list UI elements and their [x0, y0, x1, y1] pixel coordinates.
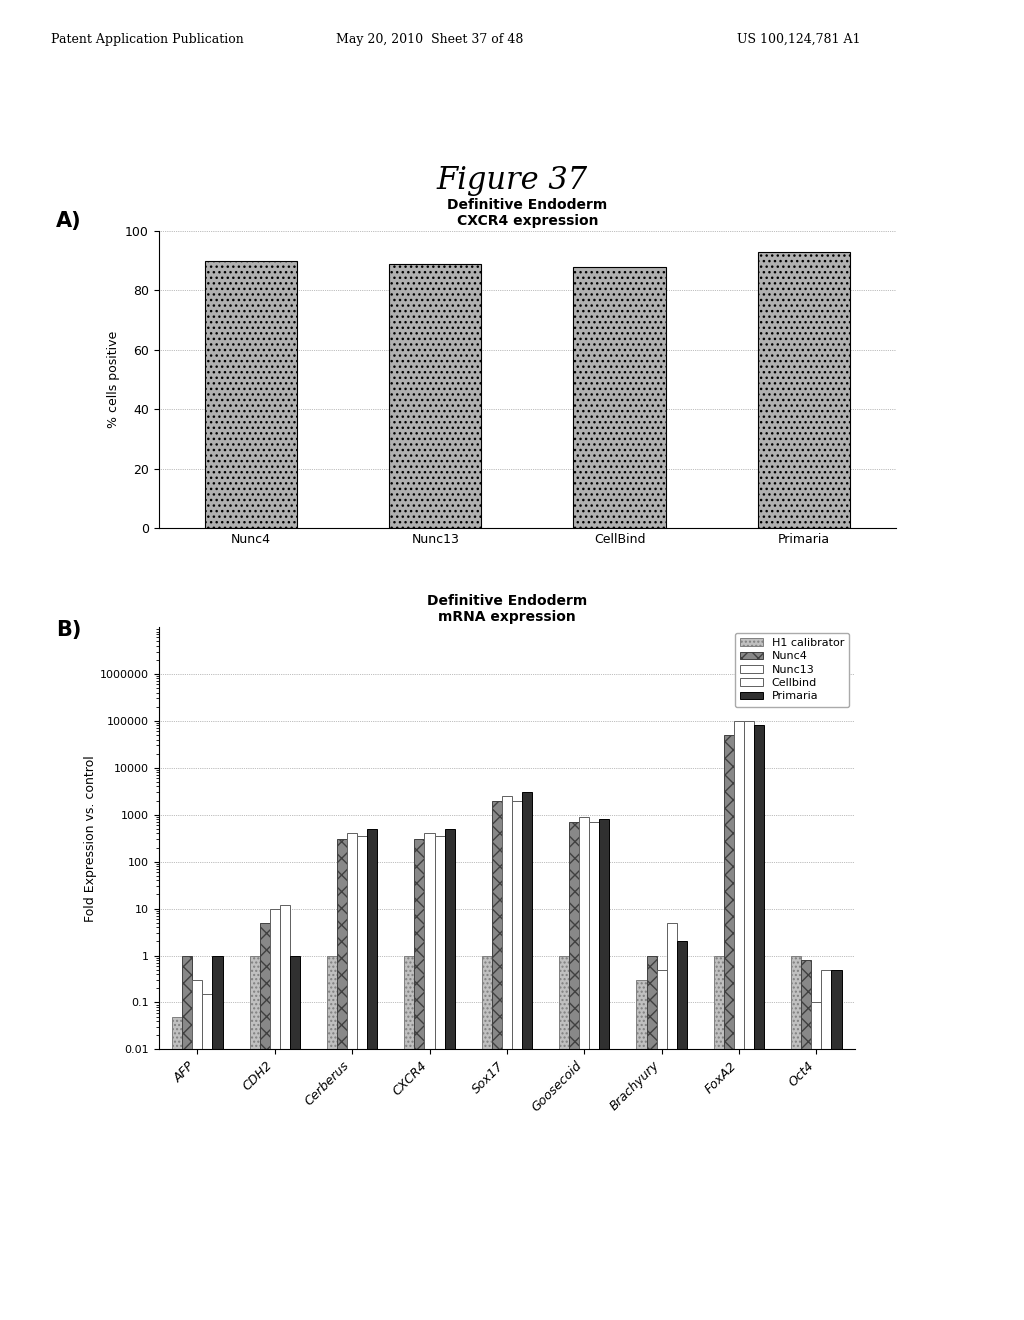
Bar [677, 941, 687, 1320]
Bar [280, 906, 290, 1320]
Bar [269, 908, 280, 1320]
Bar [754, 726, 764, 1320]
Bar [667, 923, 677, 1320]
Bar [821, 970, 831, 1320]
Bar [290, 956, 300, 1320]
Bar [512, 801, 522, 1320]
Bar [205, 261, 297, 528]
Title: Definitive Endoderm
mRNA expression: Definitive Endoderm mRNA expression [427, 594, 587, 624]
Bar [415, 840, 425, 1320]
Bar [801, 960, 811, 1320]
Bar [389, 264, 481, 528]
Bar [425, 833, 434, 1320]
Bar [744, 721, 754, 1320]
Bar [492, 801, 502, 1320]
Legend: H1 calibrator, Nunc4, Nunc13, Cellbind, Primaria: H1 calibrator, Nunc4, Nunc13, Cellbind, … [735, 632, 850, 708]
Y-axis label: Fold Expression vs. control: Fold Expression vs. control [84, 755, 97, 921]
Bar [599, 820, 609, 1320]
Bar [637, 979, 646, 1320]
Bar [580, 817, 589, 1320]
Bar [758, 252, 850, 528]
Bar [172, 1016, 182, 1320]
Bar [792, 956, 801, 1320]
Bar [213, 956, 222, 1320]
Bar [260, 923, 269, 1320]
Bar [646, 956, 656, 1320]
Bar [589, 822, 599, 1320]
Text: US 100,124,781 A1: US 100,124,781 A1 [737, 33, 860, 46]
Bar [250, 956, 260, 1320]
Bar [368, 829, 377, 1320]
Bar [502, 796, 512, 1320]
Bar [734, 721, 744, 1320]
Bar [203, 994, 213, 1320]
Bar [714, 956, 724, 1320]
Title: Definitive Endoderm
CXCR4 expression: Definitive Endoderm CXCR4 expression [447, 198, 607, 228]
Text: B): B) [56, 620, 82, 640]
Bar [656, 970, 667, 1320]
Bar [569, 822, 580, 1320]
Text: A): A) [56, 211, 82, 231]
Bar [434, 836, 444, 1320]
Bar [811, 1002, 821, 1320]
Bar [444, 829, 455, 1320]
Bar [327, 956, 337, 1320]
Bar [193, 979, 203, 1320]
Bar [357, 836, 368, 1320]
Text: Figure 37: Figure 37 [436, 165, 588, 195]
Bar [182, 956, 193, 1320]
Bar [831, 970, 842, 1320]
Bar [347, 833, 357, 1320]
Bar [522, 792, 532, 1320]
Bar [481, 956, 492, 1320]
Text: May 20, 2010  Sheet 37 of 48: May 20, 2010 Sheet 37 of 48 [337, 33, 523, 46]
Bar [573, 267, 666, 528]
Y-axis label: % cells positive: % cells positive [106, 331, 120, 428]
Bar [337, 840, 347, 1320]
Bar [404, 956, 415, 1320]
Bar [559, 956, 569, 1320]
Bar [724, 735, 734, 1320]
Text: Patent Application Publication: Patent Application Publication [51, 33, 244, 46]
